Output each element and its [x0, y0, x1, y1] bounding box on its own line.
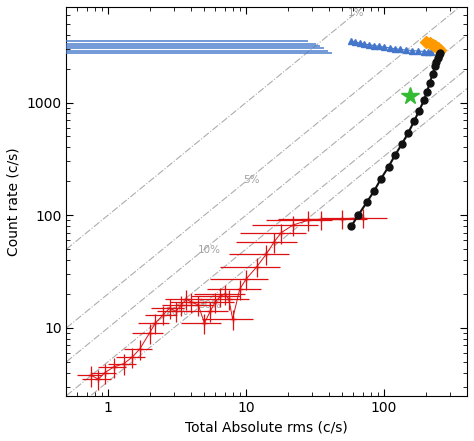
Text: 30%: 30% — [198, 299, 221, 310]
Text: 1%: 1% — [348, 8, 365, 19]
Text: 10%: 10% — [198, 245, 221, 255]
Text: 5%: 5% — [243, 175, 259, 185]
Text: 20%: 20% — [165, 307, 188, 317]
Y-axis label: Count rate (c/s): Count rate (c/s) — [7, 147, 21, 256]
X-axis label: Total Absolute rms (c/s): Total Absolute rms (c/s) — [185, 420, 348, 434]
